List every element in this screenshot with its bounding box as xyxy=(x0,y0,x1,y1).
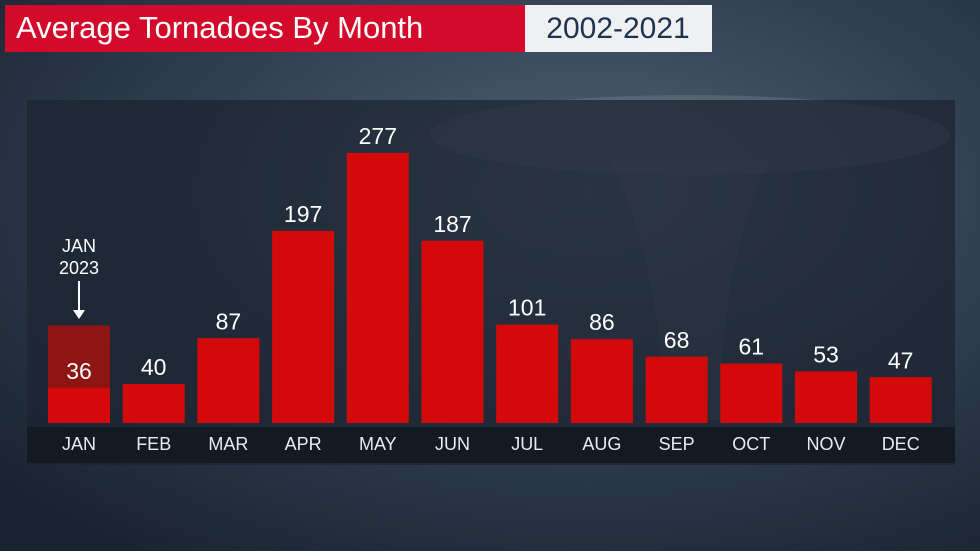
value-label: 40 xyxy=(141,354,167,380)
value-label: 87 xyxy=(216,308,242,334)
bar xyxy=(496,324,559,423)
annotation-label: JAN xyxy=(62,236,96,256)
bar xyxy=(795,371,857,423)
annotation-arrowhead xyxy=(73,310,85,319)
value-label: 277 xyxy=(359,123,397,149)
bar xyxy=(346,152,409,424)
subtitle-box xyxy=(525,5,712,52)
bar xyxy=(570,339,633,423)
category-strip xyxy=(27,427,955,463)
x-tick-label: DEC xyxy=(882,434,920,454)
x-tick-label: SEP xyxy=(659,434,695,454)
x-tick-label: AUG xyxy=(582,434,621,454)
bar xyxy=(720,363,783,423)
bar xyxy=(272,230,335,423)
plot: JAN202336JAN40FEB87MAR197APR277MAY187JUN… xyxy=(48,123,932,454)
x-tick-label: MAR xyxy=(208,434,248,454)
value-label: 101 xyxy=(508,295,546,321)
value-label: 36 xyxy=(66,358,92,384)
bar xyxy=(645,356,708,423)
bar xyxy=(869,377,932,423)
title-box xyxy=(5,5,525,52)
bar xyxy=(421,240,484,423)
x-tick-label: OCT xyxy=(732,434,770,454)
bar xyxy=(48,387,110,423)
value-label: 47 xyxy=(888,347,914,373)
chart-title: Average Tornadoes By Month xyxy=(16,10,423,45)
x-tick-label: MAY xyxy=(359,434,397,454)
value-label: 86 xyxy=(589,309,615,335)
x-tick-label: FEB xyxy=(136,434,171,454)
value-label: 53 xyxy=(813,341,839,367)
bar xyxy=(197,338,260,423)
x-tick-label: JUN xyxy=(435,434,470,454)
x-tick-label: JAN xyxy=(62,434,96,454)
x-tick-label: JUL xyxy=(511,434,543,454)
value-label: 197 xyxy=(284,201,322,227)
chart-subtitle: 2002-2021 xyxy=(546,12,689,45)
value-label: 61 xyxy=(739,334,765,360)
x-tick-label: NOV xyxy=(806,434,845,454)
bar xyxy=(122,384,185,423)
annotation-label: 2023 xyxy=(59,258,99,278)
value-label: 68 xyxy=(664,327,690,353)
value-label: 187 xyxy=(433,211,471,237)
x-tick-label: APR xyxy=(285,434,322,454)
